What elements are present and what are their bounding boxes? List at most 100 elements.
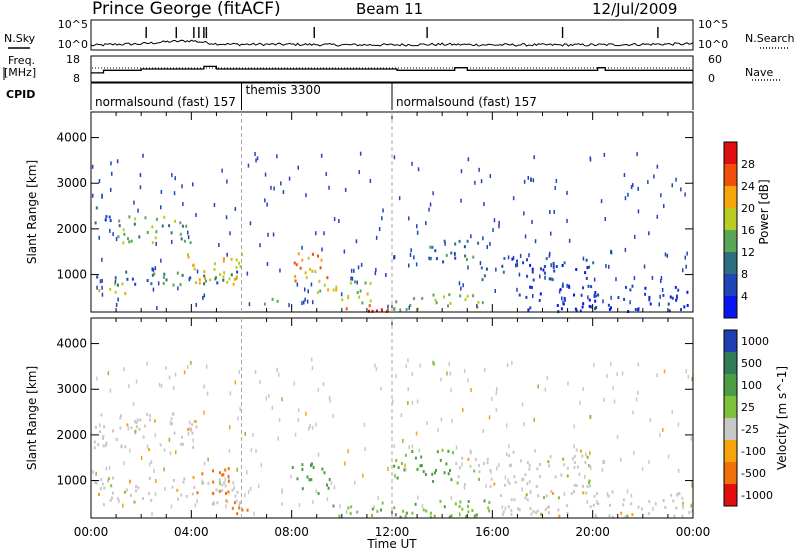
power-cell (643, 264, 646, 269)
power-cell (152, 287, 155, 292)
velocity-cell (548, 464, 551, 468)
power-cell (554, 185, 556, 190)
velocity-cell (504, 506, 507, 511)
power-cell (677, 288, 680, 292)
velocity-cell (640, 507, 643, 511)
power-cell (185, 224, 188, 228)
power-cell (288, 176, 291, 181)
power-cell (460, 286, 462, 291)
velocity-cell (575, 448, 578, 452)
power-cell (155, 230, 158, 234)
velocity-cell (498, 463, 500, 468)
velocity-cell (252, 433, 254, 437)
power-cell (219, 273, 222, 276)
power-cell (480, 179, 483, 184)
power-cell (325, 172, 327, 177)
velocity-cell (206, 391, 209, 396)
velocity-cell (377, 495, 379, 500)
velocity-cell (259, 380, 261, 385)
velocity-cell (586, 455, 589, 459)
power-colorbar-frame (723, 141, 738, 319)
velocity-cell (224, 468, 227, 472)
power-cell (683, 305, 686, 309)
velocity-cell (606, 492, 609, 497)
velocity-cell (231, 488, 234, 492)
velocity-cell (132, 401, 135, 406)
velocity-cell (630, 502, 633, 506)
velocity-cell (429, 515, 432, 519)
power-cell (203, 282, 206, 286)
power-cell (256, 156, 259, 161)
velocity-cell (478, 464, 480, 467)
velocity-cell (475, 513, 478, 517)
power-cell (369, 281, 372, 285)
velocity-cell (459, 466, 461, 470)
power-cell (594, 294, 597, 298)
power-cell (501, 264, 504, 268)
power-cell (133, 222, 136, 226)
velocity-cell (662, 499, 665, 502)
velocity-colorbar-tick: -1000 (741, 489, 773, 502)
power-cell (656, 214, 658, 219)
velocity-cell (187, 431, 190, 436)
power-cell (139, 185, 142, 190)
velocity-cell (216, 501, 219, 505)
velocity-cell (631, 513, 634, 517)
velocity-cell (176, 488, 179, 492)
power-cell (204, 276, 206, 280)
power-cell (266, 202, 268, 207)
power-cell (644, 286, 647, 290)
power-cell (233, 277, 236, 281)
velocity-cell (376, 509, 379, 513)
velocity-cell (441, 448, 444, 452)
power-cell (568, 285, 571, 289)
velocity-cell (171, 485, 174, 489)
velocity-cell (95, 481, 98, 485)
power-cell (393, 155, 396, 160)
power-cell (411, 161, 413, 166)
velocity-cell (582, 484, 585, 488)
power-cell (454, 256, 457, 260)
power-cell (353, 268, 355, 273)
velocity-cell (107, 477, 110, 481)
power-cell (409, 253, 412, 257)
velocity-cell (301, 468, 304, 471)
velocity-cell (467, 504, 469, 508)
velocity-cell (154, 492, 157, 497)
velocity-colorbar-swatch (724, 440, 737, 462)
power-cell (264, 198, 266, 203)
power-cell (579, 309, 582, 313)
velocity-cell (503, 483, 506, 487)
velocity-colorbar-tick: -500 (741, 467, 766, 480)
power-cell (550, 277, 553, 281)
power-cell (525, 295, 528, 299)
velocity-cell (219, 481, 221, 486)
power-cell (127, 237, 129, 241)
velocity-cell (654, 502, 657, 506)
freq-right-tick-top: 60 (708, 53, 722, 66)
velocity-cell (126, 423, 129, 427)
velocity-cell (414, 502, 417, 506)
power-cell (314, 270, 317, 274)
velocity-cell (173, 431, 176, 435)
power-cell (304, 287, 306, 292)
velocity-cell (96, 376, 98, 381)
velocity-cell (349, 512, 352, 516)
velocity-cell (180, 493, 183, 497)
power-cell (477, 300, 480, 304)
power-cell (538, 299, 541, 302)
power-cell (248, 302, 251, 307)
velocity-cell (148, 492, 151, 496)
power-cell (378, 227, 381, 231)
power-cell (299, 266, 302, 270)
velocity-cell (268, 394, 270, 398)
power-colorbar-swatch (724, 296, 737, 318)
velocity-cell (407, 401, 409, 405)
power-cell (101, 285, 103, 290)
power-cell (213, 203, 216, 207)
velocity-cell (271, 405, 274, 410)
freq-left-label-2: [MHz] (4, 66, 36, 79)
power-cell (482, 236, 484, 241)
velocity-cell (682, 505, 684, 510)
velocity-cell (416, 399, 419, 404)
